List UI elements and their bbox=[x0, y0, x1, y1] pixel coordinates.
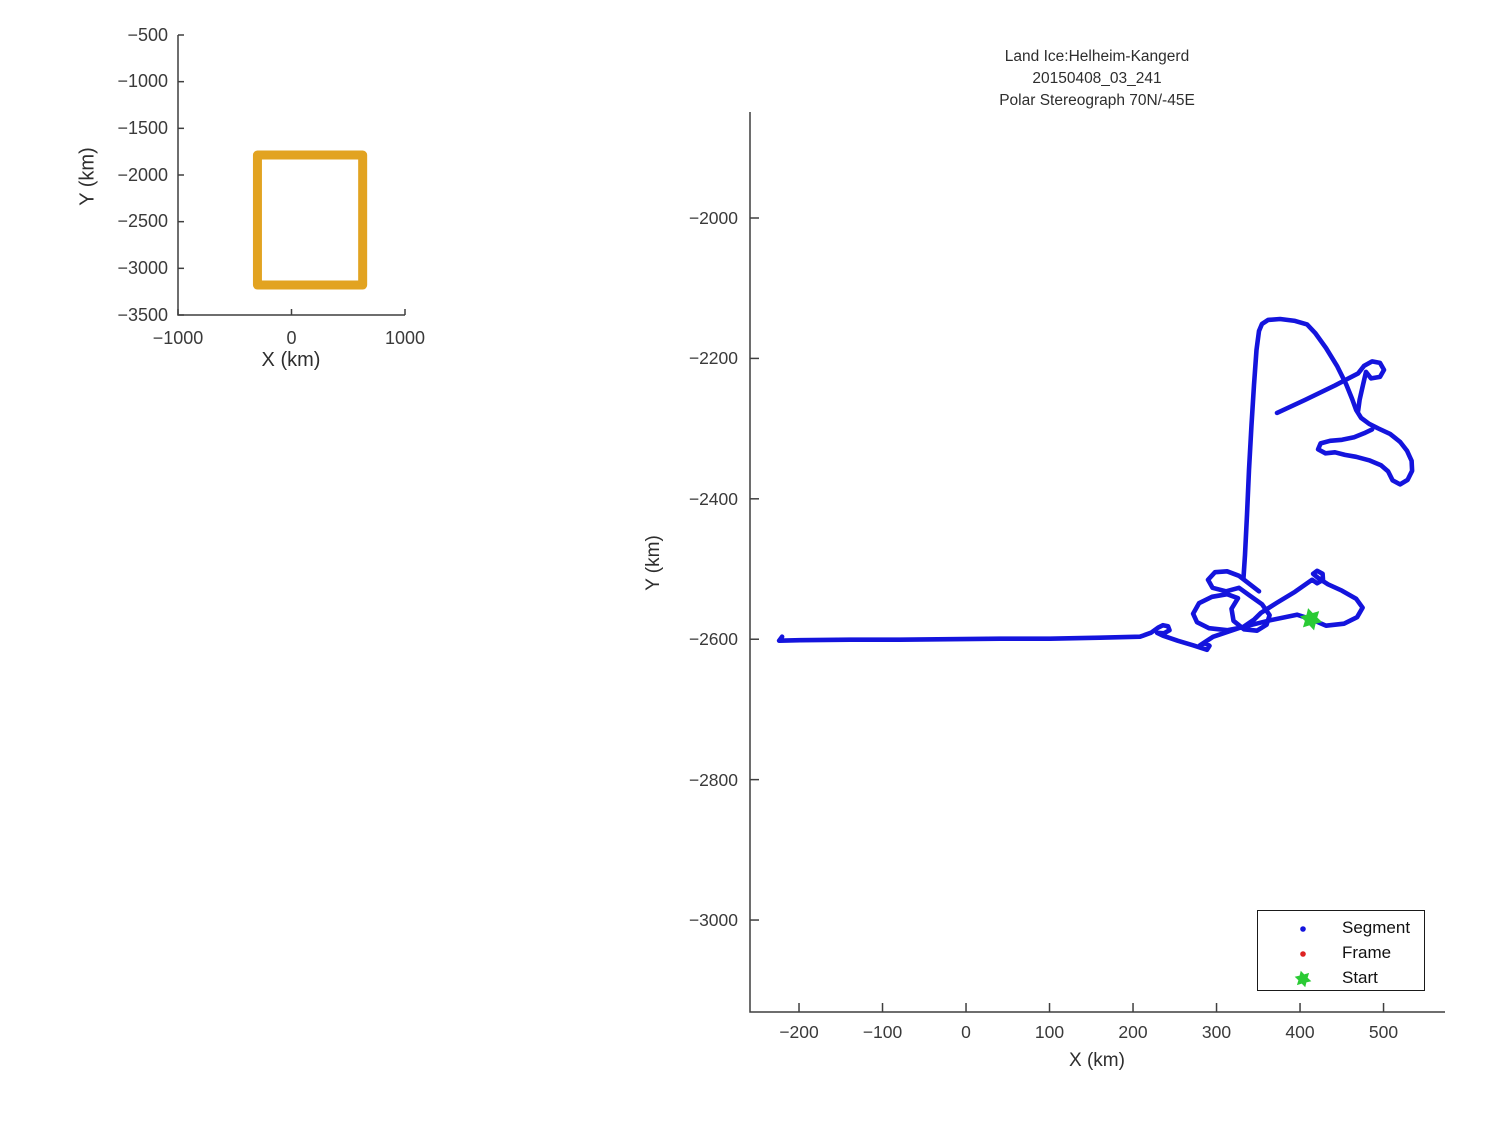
legend-label-segment: Segment bbox=[1342, 918, 1411, 937]
legend-item-frame: Frame bbox=[1258, 943, 1424, 965]
inset-x-tick-label: −1000 bbox=[152, 328, 204, 348]
legend-label-start: Start bbox=[1342, 968, 1378, 987]
frame-dot-marker-icon bbox=[1292, 944, 1314, 964]
plot-title-line-2: 20150408_03_241 bbox=[1032, 70, 1162, 87]
main-x-tick-label: 300 bbox=[1201, 1022, 1232, 1042]
main-y-tick-label: −2400 bbox=[688, 488, 738, 509]
inset-y-tick-label: −3000 bbox=[117, 257, 168, 278]
main-y-tick-label: −3000 bbox=[688, 910, 738, 931]
inset-y-tick-label: −2500 bbox=[117, 211, 168, 232]
main-y-tick-label: −2600 bbox=[688, 629, 738, 650]
inset-y-tick-label: −3500 bbox=[117, 304, 168, 325]
main-y-tick-label: −2200 bbox=[688, 348, 738, 369]
plot-title-line-1: Land Ice:Helheim-Kangerd bbox=[1004, 48, 1190, 65]
main-x-tick-label: 400 bbox=[1285, 1022, 1315, 1042]
main-x-tick-label: 500 bbox=[1368, 1022, 1399, 1042]
legend-box: Segment Frame Start bbox=[1257, 910, 1425, 991]
main-y-tick-label: −2000 bbox=[688, 208, 738, 228]
legend-item-start: Start bbox=[1258, 968, 1424, 990]
main-x-tick-label: 100 bbox=[1034, 1022, 1065, 1042]
segment-dot-marker-icon bbox=[1292, 919, 1314, 939]
inset-y-tick-label: −500 bbox=[127, 24, 168, 45]
main-x-tick-label: −100 bbox=[862, 1022, 903, 1042]
legend-label-frame: Frame bbox=[1342, 943, 1392, 962]
main-x-axis-label: X (km) bbox=[1069, 1050, 1125, 1071]
main-x-tick-label: −200 bbox=[779, 1022, 819, 1042]
main-x-tick-label: 200 bbox=[1118, 1022, 1148, 1042]
inset-y-tick-label: −2000 bbox=[117, 164, 168, 185]
inset-x-tick-label: 0 bbox=[286, 328, 297, 348]
inset-x-tick-label: 1000 bbox=[384, 328, 426, 348]
inset-y-tick-label: −1500 bbox=[117, 117, 168, 138]
main-y-tick-label: −2800 bbox=[688, 769, 738, 790]
plot-title-line-3: Polar Stereograph 70N/-45E bbox=[999, 92, 1195, 109]
inset-y-tick-label: −1000 bbox=[117, 71, 168, 92]
legend-item-segment: Segment bbox=[1258, 918, 1424, 940]
start-star-marker-icon bbox=[1292, 969, 1314, 989]
main-x-tick-label: 0 bbox=[961, 1022, 971, 1042]
inset-x-axis-label: X (km) bbox=[261, 349, 321, 371]
